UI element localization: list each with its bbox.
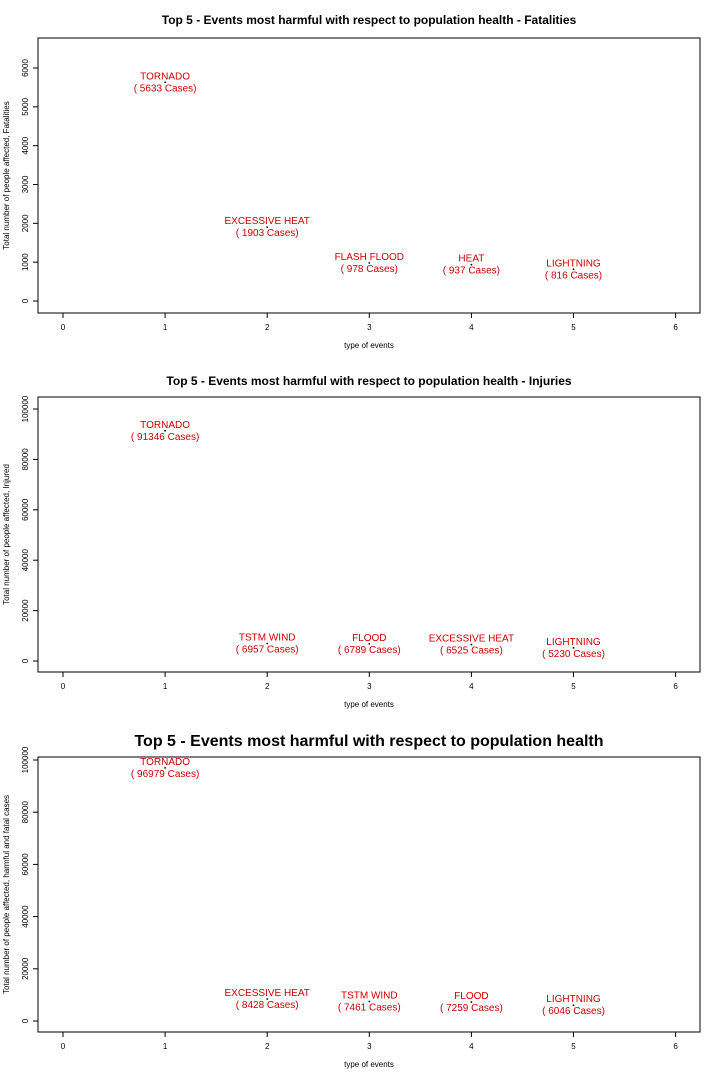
y-tick-label: 6000 [21,59,30,77]
data-point [368,262,371,264]
y-tick-label: 4000 [21,136,30,154]
x-tick-label: 4 [469,682,474,691]
x-axis-label: type of events [344,700,394,709]
point-cases-label: ( 7461 Cases) [338,1003,401,1014]
data-point [164,429,167,432]
y-tick-label: 1000 [21,253,30,271]
data-point [572,1004,575,1007]
point-label: FLOOD [352,633,386,644]
x-tick-label: 2 [265,682,270,691]
point-cases-label: ( 5230 Cases) [542,649,605,660]
x-tick-label: 3 [367,1042,372,1051]
y-tick-label: 100000 [21,395,30,422]
point-label: HEAT [458,254,484,265]
data-point [164,766,167,769]
x-tick-label: 5 [571,1042,576,1051]
x-tick-label: 5 [571,323,576,332]
point-cases-label: ( 937 Cases) [443,266,500,277]
point-label: LIGHTNING [546,994,601,1005]
x-tick-label: 0 [61,1042,66,1051]
data-point [266,226,269,229]
data-point [572,646,575,649]
point-label: LIGHTNING [546,637,601,648]
point-cases-label: ( 6789 Cases) [338,645,401,656]
y-tick-label: 40000 [21,905,30,928]
chart-title: Top 5 - Events most harmful with respect… [134,733,603,750]
x-tick-label: 1 [163,1042,168,1051]
data-point [470,263,473,266]
x-axis-label: type of events [344,341,394,350]
y-tick-label: 2000 [21,214,30,232]
data-point [470,643,473,646]
y-tick-label: 3000 [21,175,30,193]
point-cases-label: ( 8428 Cases) [236,1000,299,1011]
data-point [368,1000,371,1003]
data-point [572,268,575,271]
chart-title: Top 5 - Events most harmful with respect… [166,374,571,388]
y-tick-label: 60000 [21,853,30,876]
y-tick-label: 20000 [21,599,30,622]
data-point [266,642,269,645]
point-label: LIGHTNING [546,258,601,269]
y-axis-label: Total number of people affected, Injured [2,464,11,605]
point-label: TORNADO [140,71,190,82]
point-label: FLOOD [454,991,488,1002]
point-label: FLASH FLOOD [335,252,404,263]
point-label: TSTM WIND [341,991,398,1002]
x-tick-label: 6 [673,1042,678,1051]
point-label: EXCESSIVE HEAT [429,634,514,645]
point-label: TORNADO [140,420,190,431]
point-label: TORNADO [140,757,190,768]
x-tick-label: 3 [367,682,372,691]
x-tick-label: 2 [265,323,270,332]
data-point [164,81,167,84]
data-point [470,1001,473,1003]
x-tick-label: 0 [61,323,66,332]
y-tick-label: 0 [21,658,30,663]
x-tick-label: 1 [163,323,168,332]
x-tick-label: 3 [367,323,372,332]
y-tick-label: 80000 [21,448,30,471]
y-tick-label: 80000 [21,801,30,824]
y-tick-label: 60000 [21,498,30,521]
x-tick-label: 4 [469,1042,474,1051]
point-cases-label: ( 6525 Cases) [440,646,503,657]
x-tick-label: 4 [469,323,474,332]
x-tick-label: 6 [673,323,678,332]
data-point [266,998,269,1000]
chart-panel-3: Top 5 - Events most harmful with respect… [2,733,701,1069]
y-axis-label: Total number of people affected, harmful… [2,795,11,994]
point-cases-label: ( 7259 Cases) [440,1003,503,1014]
y-axis-label: Total number of people affected, Fatalit… [2,101,11,249]
x-axis-label: type of events [344,1060,394,1069]
x-tick-label: 0 [61,682,66,691]
chart-panel-2: Top 5 - Events most harmful with respect… [2,374,701,709]
point-cases-label: ( 91346 Cases) [131,432,199,443]
point-cases-label: ( 5633 Cases) [134,83,197,94]
point-cases-label: ( 978 Cases) [341,264,398,275]
y-tick-label: 40000 [21,549,30,572]
point-cases-label: ( 6046 Cases) [542,1006,605,1017]
point-cases-label: ( 96979 Cases) [131,769,199,780]
y-tick-label: 0 [21,298,30,303]
y-tick-label: 5000 [21,97,30,115]
point-label: EXCESSIVE HEAT [224,988,309,999]
x-tick-label: 6 [673,682,678,691]
point-cases-label: ( 6957 Cases) [236,644,299,655]
x-tick-label: 5 [571,682,576,691]
chart-panel-1: Top 5 - Events most harmful with respect… [2,13,701,350]
point-label: EXCESSIVE HEAT [224,216,309,227]
x-tick-label: 2 [265,1042,270,1051]
x-tick-label: 1 [163,682,168,691]
y-tick-label: 0 [21,1018,30,1023]
y-tick-label: 100000 [21,746,30,773]
point-label: TSTM WIND [239,632,296,643]
point-cases-label: ( 816 Cases) [545,270,602,281]
y-tick-label: 20000 [21,957,30,980]
chart-title: Top 5 - Events most harmful with respect… [162,13,577,27]
point-cases-label: ( 1903 Cases) [236,228,299,239]
data-point [368,642,371,645]
